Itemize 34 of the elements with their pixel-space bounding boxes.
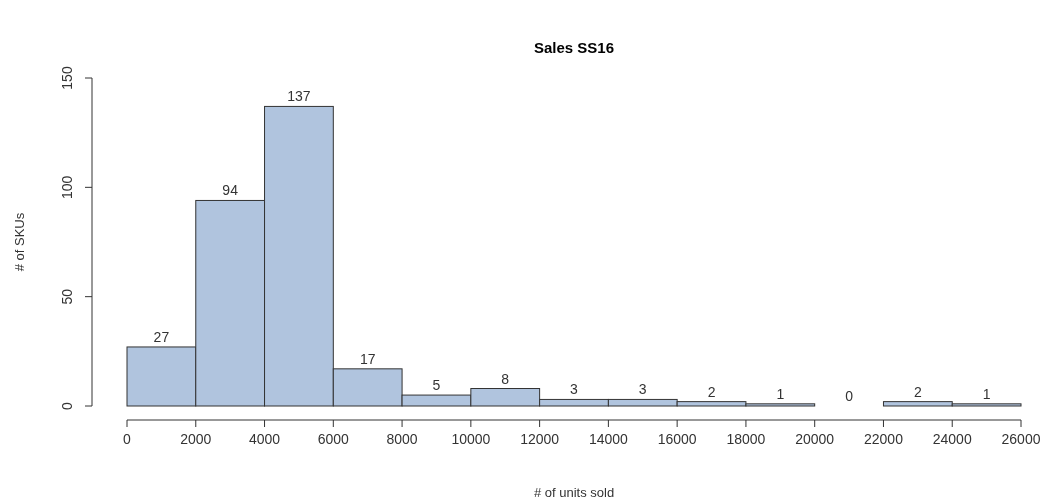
x-tick-label: 26000 [1001,431,1041,447]
data-label: 5 [432,377,441,394]
data-label: 2 [913,383,922,400]
x-tick-label: 24000 [932,431,972,447]
x-tick-label: 16000 [657,431,697,447]
x-tick-label: 2000 [180,431,212,447]
y-axis-title: # of SKUs [12,212,27,272]
data-label: 94 [222,182,239,199]
y-tick-label: 150 [59,66,75,90]
x-tick-label: 6000 [317,431,350,447]
y-tick-label: 0 [59,401,75,410]
data-label: 27 [153,328,170,345]
data-label: 3 [570,381,579,398]
x-tick-label: 18000 [726,431,766,447]
data-label: 8 [501,370,510,387]
data-label: 0 [845,388,854,404]
x-tick-label: 10000 [451,431,491,447]
data-label: 2 [707,383,716,400]
data-label: 1 [982,385,991,402]
x-tick-label: 12000 [520,431,560,447]
x-tick-label: 4000 [248,431,281,447]
data-label: 137 [287,88,311,105]
y-tick-label: 50 [59,288,75,305]
y-tick-label: 100 [59,175,75,200]
chart-title: Sales SS16 [533,39,615,56]
data-label: 3 [638,381,647,398]
x-tick-label: 22000 [863,431,904,447]
x-tick-label: 14000 [588,431,629,447]
data-label: 17 [359,350,376,367]
x-tick-label: 8000 [386,431,418,447]
x-tick-label: 20000 [795,431,835,447]
x-axis-title: # of units sold [533,485,615,500]
x-tick-label: 0 [123,431,132,447]
data-label: 1 [776,385,785,402]
